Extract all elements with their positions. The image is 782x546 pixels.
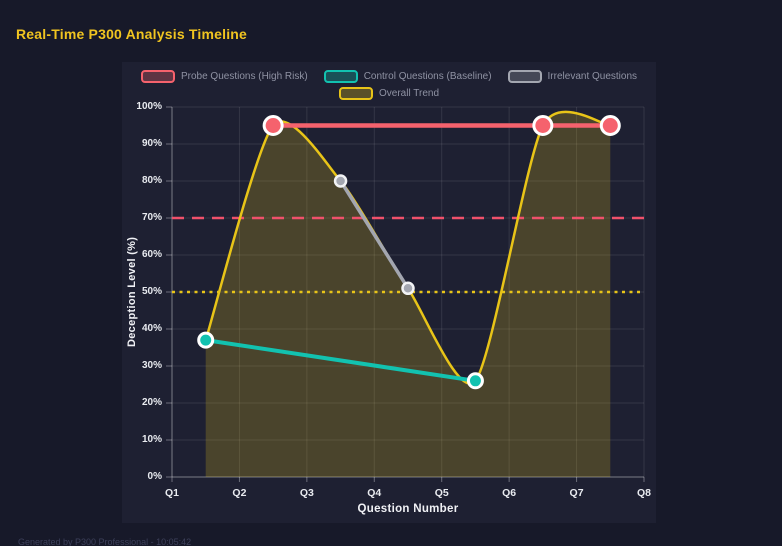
x-axis-title: Question Number	[357, 503, 459, 515]
data-point-marker[interactable]	[333, 174, 348, 188]
y-tick-label: 30%	[141, 360, 162, 371]
x-tick-label: Q3	[299, 487, 314, 499]
chart-legend: Probe Questions (High Risk) Control Quest…	[122, 69, 656, 100]
plot-area	[166, 106, 645, 482]
legend-swatch	[323, 69, 358, 83]
series-line	[338, 179, 410, 291]
legend-item[interactable]: Overall Trend	[338, 86, 440, 100]
data-point-marker[interactable]	[599, 115, 621, 136]
legend-swatch	[338, 86, 373, 100]
y-tick-label: 80%	[141, 175, 162, 186]
y-tick-label: 0%	[147, 471, 162, 482]
legend-label: Overall Trend	[378, 87, 440, 99]
y-tick-label: 50%	[141, 286, 162, 297]
data-point-marker[interactable]	[532, 115, 554, 136]
legend-label: Probe Questions (High Risk)	[180, 70, 308, 82]
legend-swatch	[140, 69, 175, 83]
y-tick-label: 20%	[141, 397, 162, 408]
data-point-marker[interactable]	[466, 372, 484, 390]
data-point-marker[interactable]	[262, 115, 284, 136]
legend-label: Irrelevant Questions	[547, 70, 638, 82]
x-tick-label: Q1	[164, 487, 179, 499]
x-tick-label: Q6	[502, 487, 517, 499]
x-tick-label: Q8	[636, 487, 651, 499]
page-title: Real-Time P300 Analysis Timeline	[16, 26, 248, 42]
legend-label: Control Questions (Baseline)	[363, 70, 492, 82]
y-axis-title: Deception Level (%)	[126, 236, 138, 348]
x-tick-label: Q4	[367, 487, 382, 499]
x-tick-label: Q2	[232, 487, 247, 499]
y-tick-label: 100%	[136, 101, 162, 112]
data-point-marker[interactable]	[197, 331, 215, 349]
x-tick-label: Q5	[434, 487, 449, 499]
legend-swatch	[507, 69, 542, 83]
legend-item[interactable]: Control Questions (Baseline)	[323, 69, 492, 83]
legend-item[interactable]: Probe Questions (High Risk)	[140, 69, 308, 83]
y-tick-label: 40%	[141, 323, 162, 334]
y-tick-label: 10%	[141, 434, 162, 445]
legend-item[interactable]: Irrelevant Questions	[507, 69, 638, 83]
footer-text: Generated by P300 Professional - 10:05:4…	[18, 537, 192, 546]
y-tick-label: 70%	[141, 212, 162, 223]
y-tick-label: 60%	[141, 249, 162, 260]
series-line	[203, 338, 478, 383]
y-tick-label: 90%	[141, 138, 162, 149]
data-point-marker[interactable]	[401, 281, 415, 296]
x-tick-label: Q7	[569, 487, 584, 499]
